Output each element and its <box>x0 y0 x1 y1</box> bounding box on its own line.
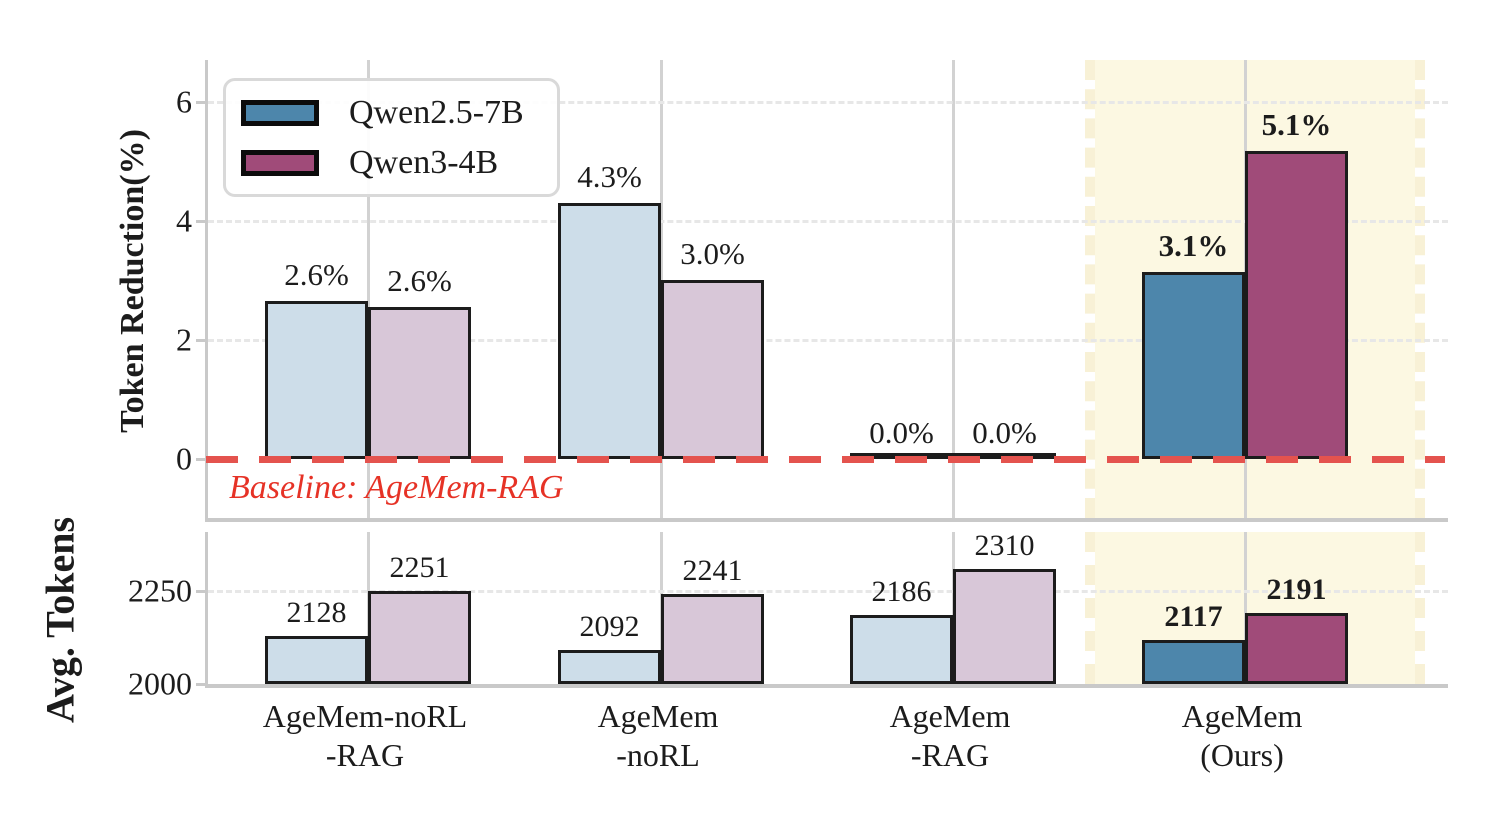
bar-Qwen2.5-7B-cat1 <box>558 203 661 459</box>
y-gridline <box>208 339 1448 342</box>
bar-Qwen3-4B-cat0 <box>368 591 471 684</box>
legend-label: Qwen3-4B <box>349 143 499 181</box>
bar-value-label: 3.1% <box>1158 228 1229 263</box>
bar-value-label: 2191 <box>1266 573 1327 606</box>
bar-value-label: 2128 <box>286 596 347 629</box>
y-tick-label: 4 <box>176 202 192 239</box>
bar-value-label: 2.6% <box>284 257 349 292</box>
y-tick-mark <box>196 590 206 593</box>
x-tick-label: AgeMem -noRL <box>597 698 719 773</box>
bar-value-label: 0.0% <box>972 415 1037 450</box>
x-tick-label: AgeMem (Ours) <box>1181 698 1303 773</box>
bar-Qwen3-4B-cat1 <box>661 594 764 684</box>
bar-Qwen3-4B-cat2 <box>953 569 1056 684</box>
bar-value-label: 2.6% <box>387 263 452 298</box>
y-gridline <box>208 101 1448 104</box>
legend: Qwen2.5-7B Qwen3-4B <box>223 78 560 197</box>
legend-swatch-qwen3-4b <box>241 149 319 176</box>
bar-Qwen2.5-7B-cat0 <box>265 301 368 459</box>
bar-Qwen3-4B-cat3 <box>1245 151 1348 459</box>
baseline-caption: Baseline: AgeMem-RAG <box>229 469 564 506</box>
x-gridline <box>1244 532 1247 684</box>
y-gridline <box>208 220 1448 223</box>
y-tick-mark <box>196 458 206 461</box>
bar-value-label: 2310 <box>974 529 1035 562</box>
bar-Qwen3-4B-cat3 <box>1245 613 1348 684</box>
y-axis-label-token-reduction: Token Reduction(%) <box>114 129 151 433</box>
bar-Qwen2.5-7B-cat2 <box>850 615 953 684</box>
legend-swatch-qwen25-7b <box>241 99 319 126</box>
x-tick-label: AgeMem-noRL -RAG <box>262 698 468 773</box>
y-gridline <box>208 590 1448 593</box>
y-tick-label: 0 <box>176 440 192 477</box>
bar-Qwen2.5-7B-cat3 <box>1142 640 1245 684</box>
bar-value-label: 4.3% <box>577 159 642 194</box>
bar-Qwen3-4B-cat1 <box>661 280 764 459</box>
bar-value-label: 5.1% <box>1261 107 1332 142</box>
bar-value-label: 2117 <box>1164 600 1223 633</box>
bar-value-label: 2092 <box>579 610 640 643</box>
x-gridline <box>952 60 955 518</box>
y-tick-mark <box>196 339 206 342</box>
y-tick-mark <box>196 683 206 686</box>
legend-row: Qwen2.5-7B <box>241 94 557 132</box>
legend-row: Qwen3-4B <box>241 144 557 182</box>
legend-label: Qwen2.5-7B <box>349 93 524 131</box>
bar-Qwen2.5-7B-cat0 <box>265 636 368 684</box>
y-tick-label: 2000 <box>128 665 192 702</box>
bar-value-label: 2186 <box>871 575 932 608</box>
bar-Qwen2.5-7B-cat1 <box>558 650 661 684</box>
bar-value-label: 2241 <box>682 554 743 587</box>
avg-tokens-panel: 2128 2092 2186 2117 2251 2241 2310 2191 <box>205 529 1448 688</box>
y-tick-label: 2 <box>176 321 192 358</box>
x-gridline <box>367 60 370 518</box>
token-reduction-panel: 2.6% 4.3% 0.0% 3.1% 2.6% 3.0% 0.0% 5.1% <box>205 60 1448 522</box>
baseline-dashed-line <box>206 456 1445 463</box>
x-tick-label: AgeMem -RAG <box>889 698 1011 773</box>
bar-Qwen2.5-7B-cat3 <box>1142 272 1245 459</box>
y-tick-mark <box>196 101 206 104</box>
bar-value-label: 2251 <box>389 551 450 584</box>
bar-value-label: 0.0% <box>869 415 934 450</box>
y-tick-label: 2250 <box>128 572 192 609</box>
bar-Qwen3-4B-cat0 <box>368 307 471 459</box>
y-tick-label: 6 <box>176 83 192 120</box>
bar-value-label: 3.0% <box>680 236 745 271</box>
y-tick-mark <box>196 220 206 223</box>
